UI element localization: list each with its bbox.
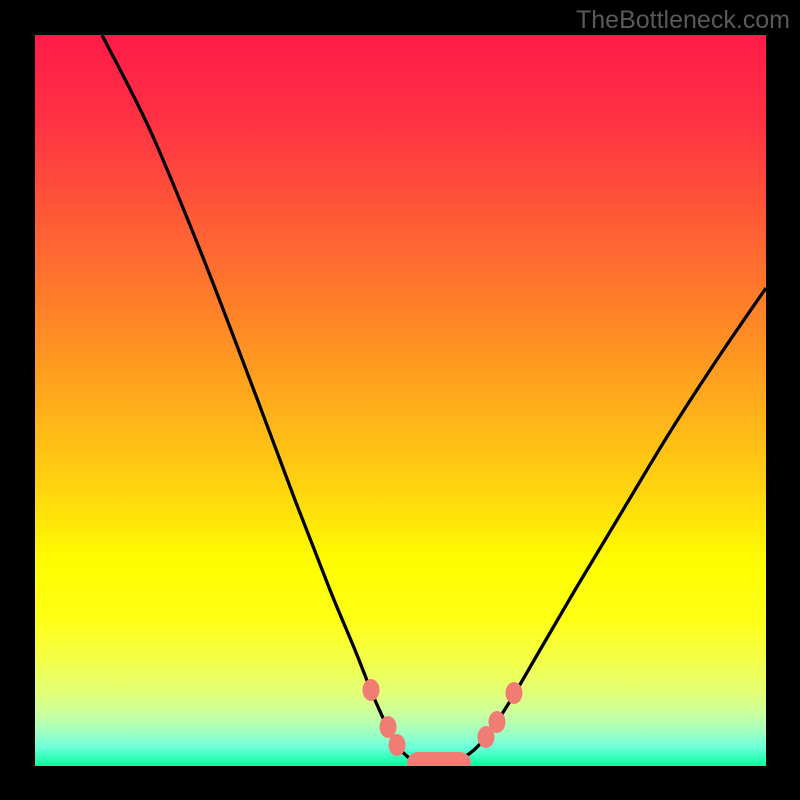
marker-left-1 xyxy=(380,716,397,738)
marker-bottom xyxy=(407,752,471,774)
marker-right-1 xyxy=(489,711,506,733)
plot-background xyxy=(35,35,766,766)
marker-right-2 xyxy=(506,682,523,704)
chart-stage: TheBottleneck.com xyxy=(0,0,800,800)
watermark-text: TheBottleneck.com xyxy=(576,6,790,35)
marker-left-2 xyxy=(389,734,406,756)
chart-svg xyxy=(0,0,800,800)
marker-left-0 xyxy=(363,679,380,701)
